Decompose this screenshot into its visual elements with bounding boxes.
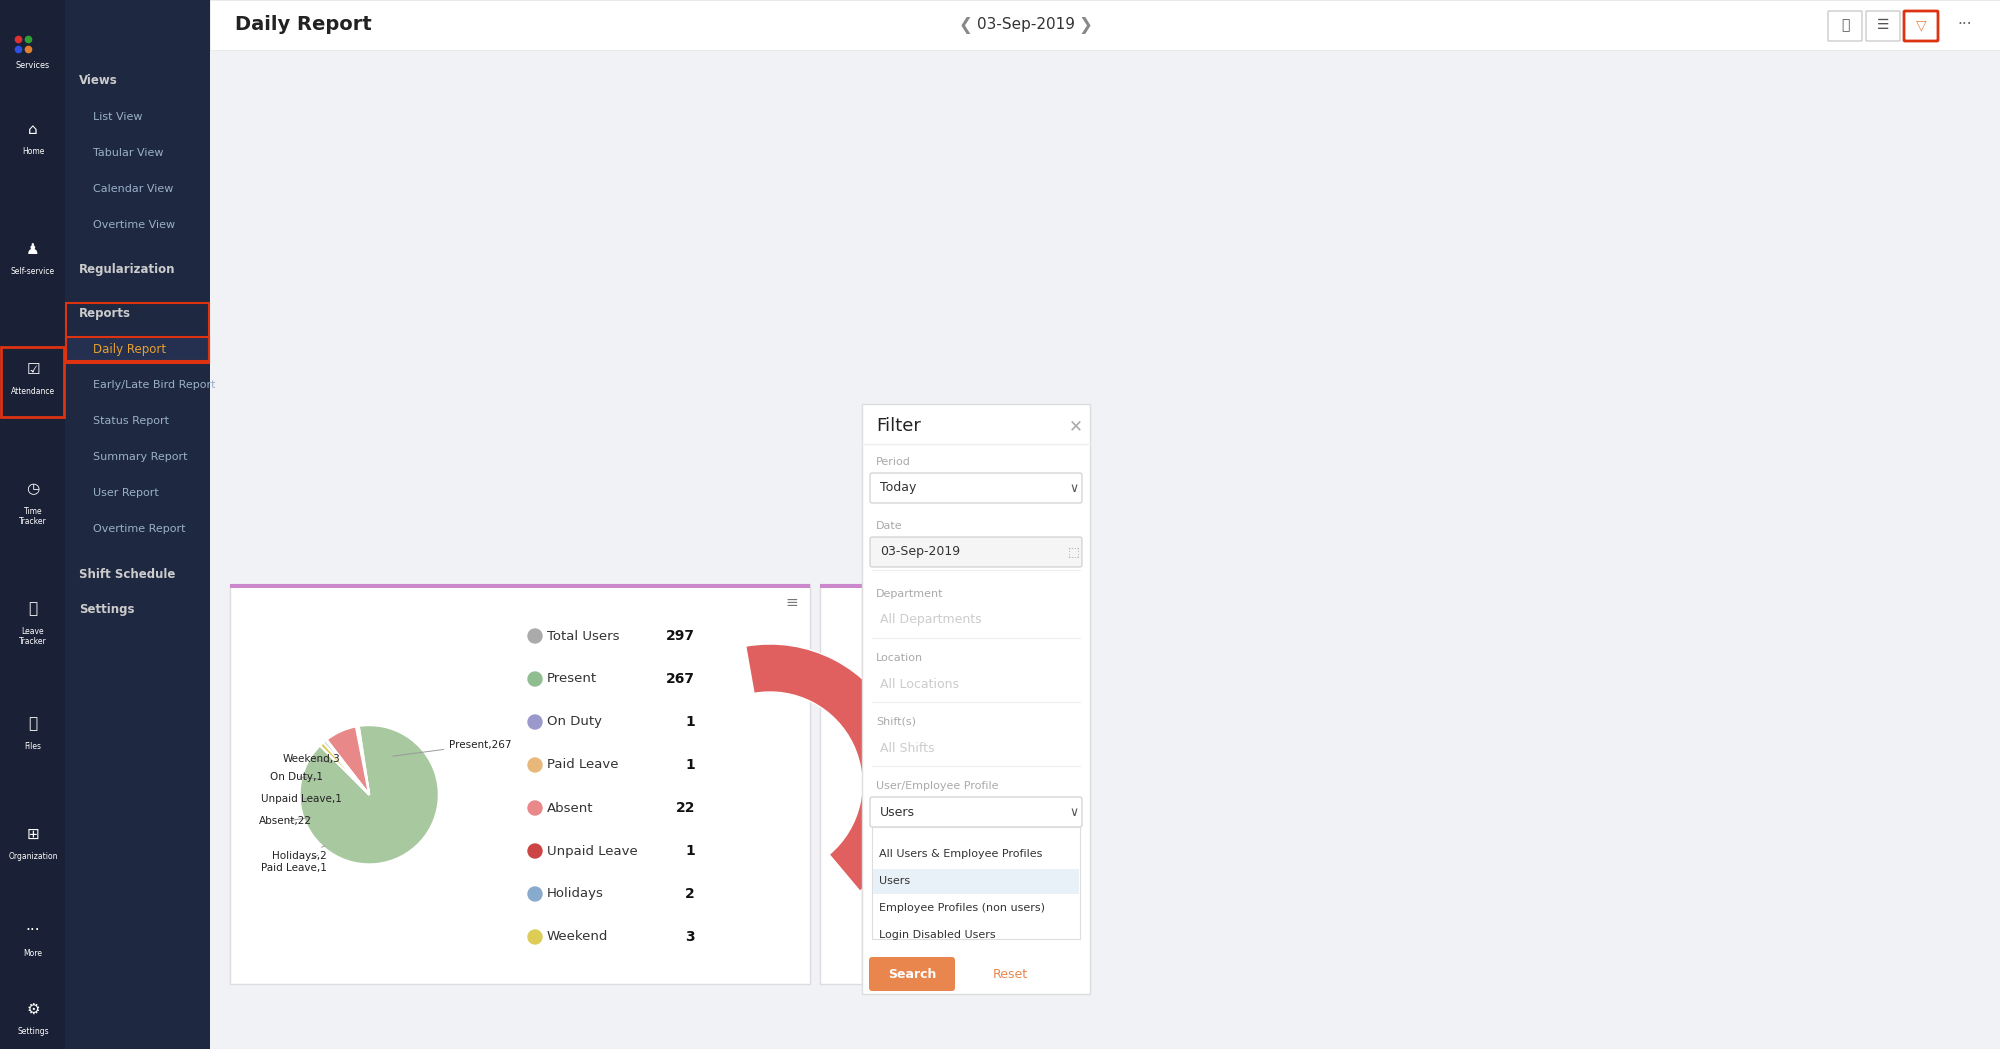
Text: User Report: User Report	[92, 488, 158, 498]
Text: ⌂: ⌂	[28, 122, 38, 136]
Wedge shape	[324, 741, 370, 795]
Text: Filter: Filter	[876, 418, 920, 435]
Text: Regularization: Regularization	[80, 262, 176, 276]
Text: Holidays: Holidays	[548, 887, 604, 900]
Wedge shape	[356, 726, 370, 795]
Text: Settings: Settings	[18, 1027, 48, 1036]
FancyBboxPatch shape	[66, 337, 208, 361]
FancyBboxPatch shape	[64, 0, 210, 1049]
Text: Weekend: Weekend	[548, 930, 608, 943]
Circle shape	[528, 930, 542, 944]
Text: ···: ···	[26, 923, 40, 939]
Text: Time
Tracker: Time Tracker	[20, 507, 46, 526]
Text: ⬚: ⬚	[1068, 545, 1080, 558]
FancyBboxPatch shape	[820, 584, 862, 588]
Text: 🗄: 🗄	[28, 716, 38, 731]
FancyBboxPatch shape	[210, 0, 2000, 50]
Text: Department: Department	[876, 588, 944, 599]
Text: Users: Users	[880, 806, 916, 818]
Text: Login Disabled Users: Login Disabled Users	[880, 930, 996, 940]
Text: Paid Leave,1: Paid Leave,1	[262, 855, 328, 873]
Text: 1: 1	[686, 715, 696, 729]
Text: On Duty: On Duty	[548, 715, 602, 728]
Text: ···: ···	[1958, 18, 1972, 33]
FancyBboxPatch shape	[230, 584, 810, 984]
FancyBboxPatch shape	[820, 584, 862, 984]
Text: List View: List View	[92, 112, 142, 122]
Text: ☑: ☑	[26, 362, 40, 377]
Text: ▽: ▽	[1916, 18, 1926, 33]
Circle shape	[528, 629, 542, 643]
FancyBboxPatch shape	[872, 827, 1080, 939]
FancyBboxPatch shape	[868, 957, 956, 991]
Text: Weekend,3: Weekend,3	[282, 753, 340, 764]
Text: ❮: ❮	[958, 16, 972, 34]
Text: Total Users: Total Users	[548, 629, 620, 642]
Text: Self-service: Self-service	[10, 267, 56, 276]
Wedge shape	[300, 725, 438, 864]
FancyBboxPatch shape	[1866, 10, 1900, 41]
Text: Unpaid Leave,1: Unpaid Leave,1	[262, 794, 342, 804]
Text: ♟: ♟	[26, 241, 40, 257]
Text: 03-Sep-2019: 03-Sep-2019	[976, 18, 1074, 33]
Text: Daily Report: Daily Report	[236, 16, 372, 35]
Text: Reset: Reset	[992, 967, 1028, 981]
Circle shape	[528, 844, 542, 858]
Text: Absent: Absent	[548, 801, 594, 814]
Text: Overtime View: Overtime View	[92, 220, 176, 230]
Text: Present,267: Present,267	[392, 740, 512, 756]
Text: On Duty,1: On Duty,1	[270, 772, 324, 782]
Text: Users: Users	[880, 876, 910, 886]
Text: 3: 3	[686, 930, 696, 944]
FancyBboxPatch shape	[0, 0, 64, 1049]
Text: Period: Period	[876, 457, 910, 467]
Text: Services: Services	[16, 61, 50, 70]
Circle shape	[528, 801, 542, 815]
Wedge shape	[326, 727, 370, 795]
Text: Today: Today	[880, 481, 916, 494]
Wedge shape	[320, 743, 370, 795]
Text: Absent,22: Absent,22	[260, 816, 312, 827]
FancyBboxPatch shape	[870, 473, 1082, 504]
Text: Attendance: Attendance	[10, 387, 56, 397]
Text: 🗂: 🗂	[28, 601, 38, 617]
Text: Calendar View: Calendar View	[92, 184, 174, 194]
Text: Daily Report: Daily Report	[92, 343, 166, 356]
Text: Summary Report: Summary Report	[92, 452, 188, 462]
FancyBboxPatch shape	[1828, 10, 1862, 41]
Circle shape	[528, 887, 542, 901]
Text: ❯: ❯	[1078, 16, 1092, 34]
Text: Unpaid Leave: Unpaid Leave	[548, 844, 638, 857]
Text: All Locations: All Locations	[880, 678, 960, 690]
Text: 267: 267	[666, 672, 696, 686]
Text: Paid Leave: Paid Leave	[548, 758, 618, 771]
FancyBboxPatch shape	[872, 869, 1080, 894]
Text: ⚙: ⚙	[26, 1002, 40, 1016]
Wedge shape	[746, 644, 910, 892]
Text: Reports: Reports	[80, 306, 132, 320]
Text: Shift(s): Shift(s)	[876, 718, 916, 727]
Text: Views: Views	[80, 74, 118, 87]
Text: All Users & Employee Profiles: All Users & Employee Profiles	[880, 849, 1042, 859]
Text: 22: 22	[676, 801, 696, 815]
Text: Organization: Organization	[8, 852, 58, 861]
FancyBboxPatch shape	[870, 797, 1082, 827]
Text: Employee Profiles (non users): Employee Profiles (non users)	[880, 903, 1044, 913]
Text: ☰: ☰	[1876, 18, 1890, 33]
Wedge shape	[358, 726, 370, 795]
Text: More: More	[24, 949, 42, 958]
Text: Location: Location	[876, 652, 924, 663]
Text: User/Employee Profile: User/Employee Profile	[876, 782, 998, 791]
Text: Daily Report: Daily Report	[92, 343, 166, 356]
FancyBboxPatch shape	[870, 537, 1082, 568]
FancyBboxPatch shape	[230, 584, 810, 588]
Text: Holidays,2: Holidays,2	[272, 845, 326, 861]
Text: 2: 2	[686, 887, 696, 901]
Text: ◷: ◷	[26, 481, 40, 496]
FancyBboxPatch shape	[862, 404, 1090, 994]
Text: ⊞: ⊞	[26, 827, 40, 841]
Text: Overtime Report: Overtime Report	[92, 524, 186, 534]
Text: Shift Schedule: Shift Schedule	[80, 568, 176, 580]
Text: 297: 297	[666, 629, 696, 643]
